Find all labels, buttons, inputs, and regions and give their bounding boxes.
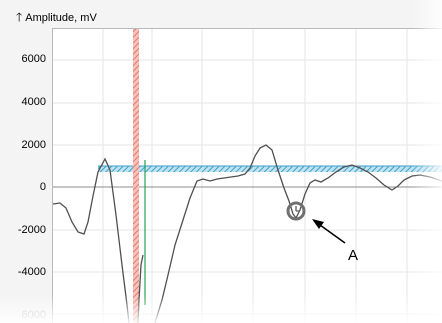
vertical-cursor bbox=[133, 29, 139, 323]
y-tick-label: 0 bbox=[39, 181, 46, 193]
y-axis-title: 🡑 Amplitude, mV bbox=[16, 8, 97, 29]
callout-label: A bbox=[348, 247, 359, 264]
y-tick-label: 2000 bbox=[21, 139, 46, 151]
y-tick-label: 4000 bbox=[21, 96, 46, 108]
y-axis-title-text: Amplitude, mV bbox=[25, 12, 97, 24]
horizontal-cursor bbox=[98, 166, 442, 172]
callout-arrow bbox=[312, 219, 346, 244]
clock-marker-icon bbox=[286, 201, 306, 221]
y-tick-label: 6000 bbox=[21, 53, 46, 65]
plot-area[interactable] bbox=[52, 28, 442, 323]
up-arrow-icon: 🡑 bbox=[16, 10, 23, 24]
y-tick-label: -4000 bbox=[17, 266, 46, 278]
y-tick-label: -2000 bbox=[17, 224, 46, 236]
